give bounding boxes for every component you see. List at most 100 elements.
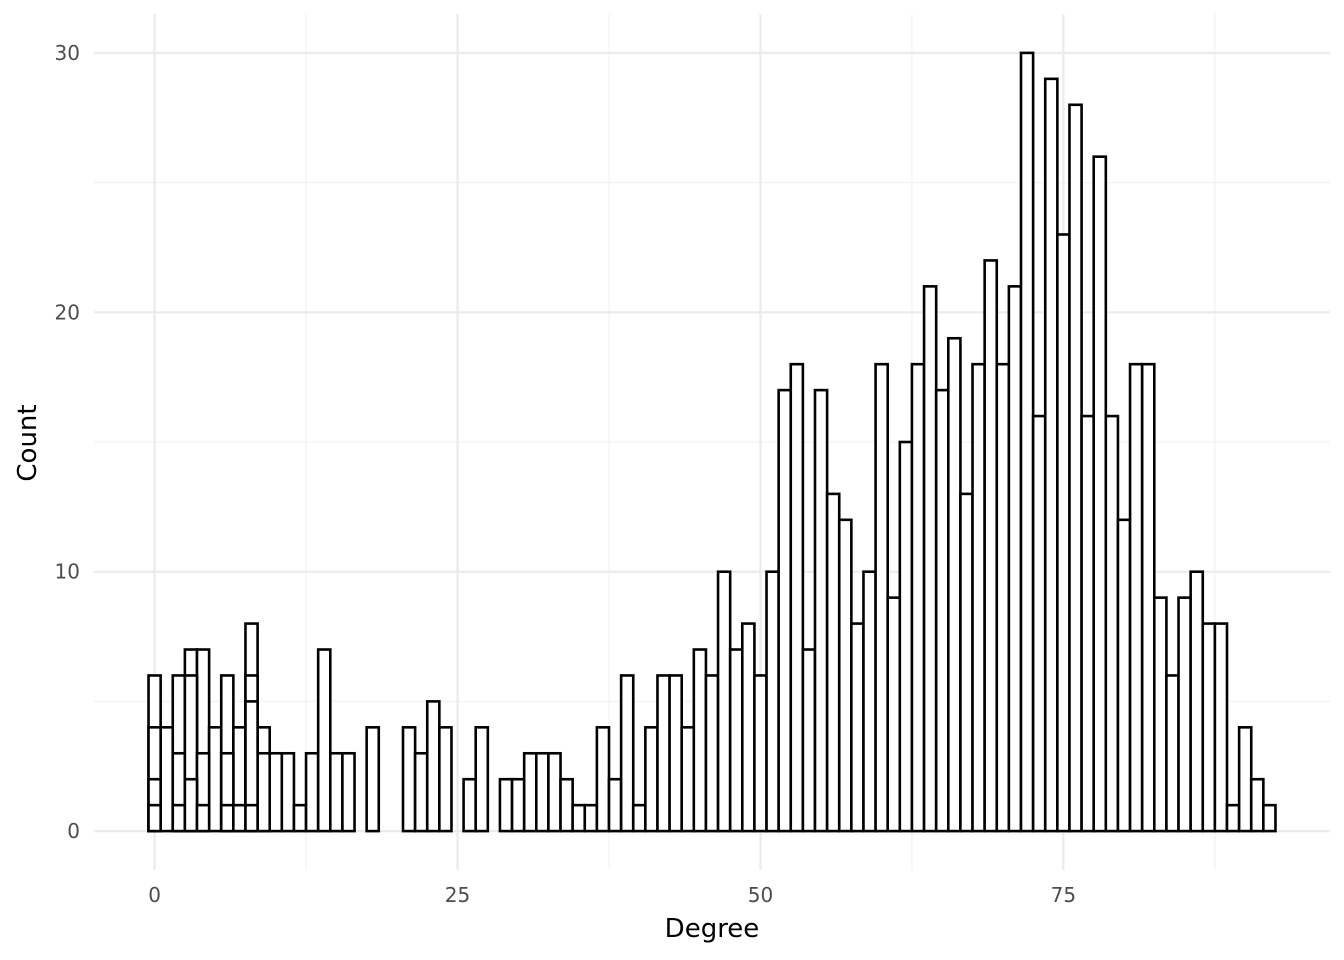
x-tick-label: 25 (445, 883, 470, 907)
histogram-bar (1104, 414, 1120, 833)
histogram-bar (1177, 596, 1192, 833)
histogram-bar (1080, 414, 1096, 833)
x-tick-label: 75 (1051, 883, 1076, 907)
histogram-bar (316, 648, 332, 833)
histogram-bar (910, 362, 926, 833)
histogram-bar (474, 726, 490, 833)
histogram-bar (1237, 726, 1253, 833)
histogram-bar (159, 726, 175, 833)
histogram-bar (631, 803, 647, 833)
histogram-bar (304, 751, 320, 833)
histogram-bar (280, 751, 296, 833)
y-tick-label: 20 (55, 300, 80, 324)
histogram-bar (595, 726, 611, 833)
histogram-bar (341, 751, 356, 833)
histogram-bar (1092, 155, 1108, 833)
histogram-bar (1189, 570, 1205, 833)
y-axis-ticks: 0 10 20 30 (55, 41, 80, 843)
x-tick-label: 50 (748, 883, 773, 907)
histogram-bar (207, 726, 223, 833)
histogram-bar (934, 388, 950, 833)
histogram-bar (1152, 596, 1168, 833)
histogram-bar (1056, 233, 1071, 833)
histogram-bar (256, 751, 272, 833)
histogram-bar (219, 803, 235, 833)
histogram-bar (1262, 803, 1277, 833)
histogram-bar (147, 803, 162, 833)
histogram-bar (438, 726, 453, 833)
x-axis-ticks: 0 25 50 75 (148, 883, 1076, 907)
histogram-bar (534, 751, 550, 833)
histogram-bar (1213, 622, 1229, 833)
histogram-bar (728, 648, 744, 833)
histogram-bar (1031, 414, 1047, 833)
histogram-bar (922, 285, 938, 833)
histogram-bar (1116, 518, 1132, 833)
histogram-bar (886, 596, 902, 833)
histogram-bar (692, 648, 708, 833)
histogram-bar (462, 777, 478, 833)
histogram-bar (232, 803, 247, 833)
histogram-bar (1201, 622, 1217, 833)
histogram-bar (571, 803, 587, 833)
histogram-bar (813, 388, 829, 833)
histogram-bar (292, 803, 308, 833)
histogram-bar (837, 518, 853, 833)
histogram-bar (413, 751, 429, 833)
histogram-bar (425, 700, 441, 833)
y-tick-label: 0 (67, 819, 80, 843)
histogram-bar (583, 803, 599, 833)
histogram-bar (971, 362, 986, 833)
histogram-bar (850, 622, 865, 833)
histogram-bar (862, 570, 877, 833)
histogram-bar (946, 336, 962, 833)
x-axis-title: Degree (665, 914, 760, 944)
histogram-bar (1043, 77, 1059, 833)
y-axis-title: Count (13, 404, 43, 481)
histogram-bar (183, 777, 199, 833)
histogram-bar (401, 726, 417, 833)
histogram-bar (644, 726, 659, 833)
histogram-bar (328, 751, 344, 833)
histogram-bar (995, 362, 1011, 833)
histogram-bar (740, 622, 756, 833)
histogram-bar (1140, 362, 1156, 833)
x-tick-label: 0 (148, 883, 161, 907)
histogram-bar (1019, 51, 1035, 833)
histogram-bar (171, 803, 187, 833)
histogram-bar (959, 492, 974, 833)
y-tick-label: 10 (55, 560, 80, 584)
histogram-bar (983, 259, 999, 833)
histogram-bar (1007, 285, 1023, 833)
histogram-bar (1128, 362, 1144, 833)
histogram-bar (716, 570, 732, 833)
histogram-bar (510, 777, 526, 833)
histogram-bar (1165, 674, 1180, 833)
histogram-bar (244, 803, 259, 833)
histogram-bar (1068, 103, 1083, 833)
histogram-bar (522, 751, 538, 833)
histogram-bar (498, 777, 514, 833)
histogram-bar (365, 726, 381, 833)
histogram-bar (801, 648, 817, 833)
histogram-bar (547, 751, 562, 833)
histogram-bar (195, 803, 211, 833)
histogram-bar (789, 362, 805, 833)
histogram-bar (656, 674, 671, 833)
histogram-bar (1225, 803, 1241, 833)
histogram-bar (268, 751, 284, 833)
y-tick-label: 30 (55, 41, 80, 65)
histogram-bar (607, 777, 623, 833)
histogram-bar (668, 674, 684, 833)
histogram-bar (704, 674, 720, 833)
histogram-bar (619, 674, 635, 833)
histogram-bar (1249, 777, 1265, 833)
histogram-bar (898, 440, 914, 833)
histogram-bar (874, 362, 890, 833)
histogram-bar (680, 726, 696, 833)
histogram-bar (559, 777, 574, 833)
histogram-bars (147, 51, 1277, 833)
histogram-bar (777, 388, 793, 833)
histogram-bar (753, 674, 768, 833)
